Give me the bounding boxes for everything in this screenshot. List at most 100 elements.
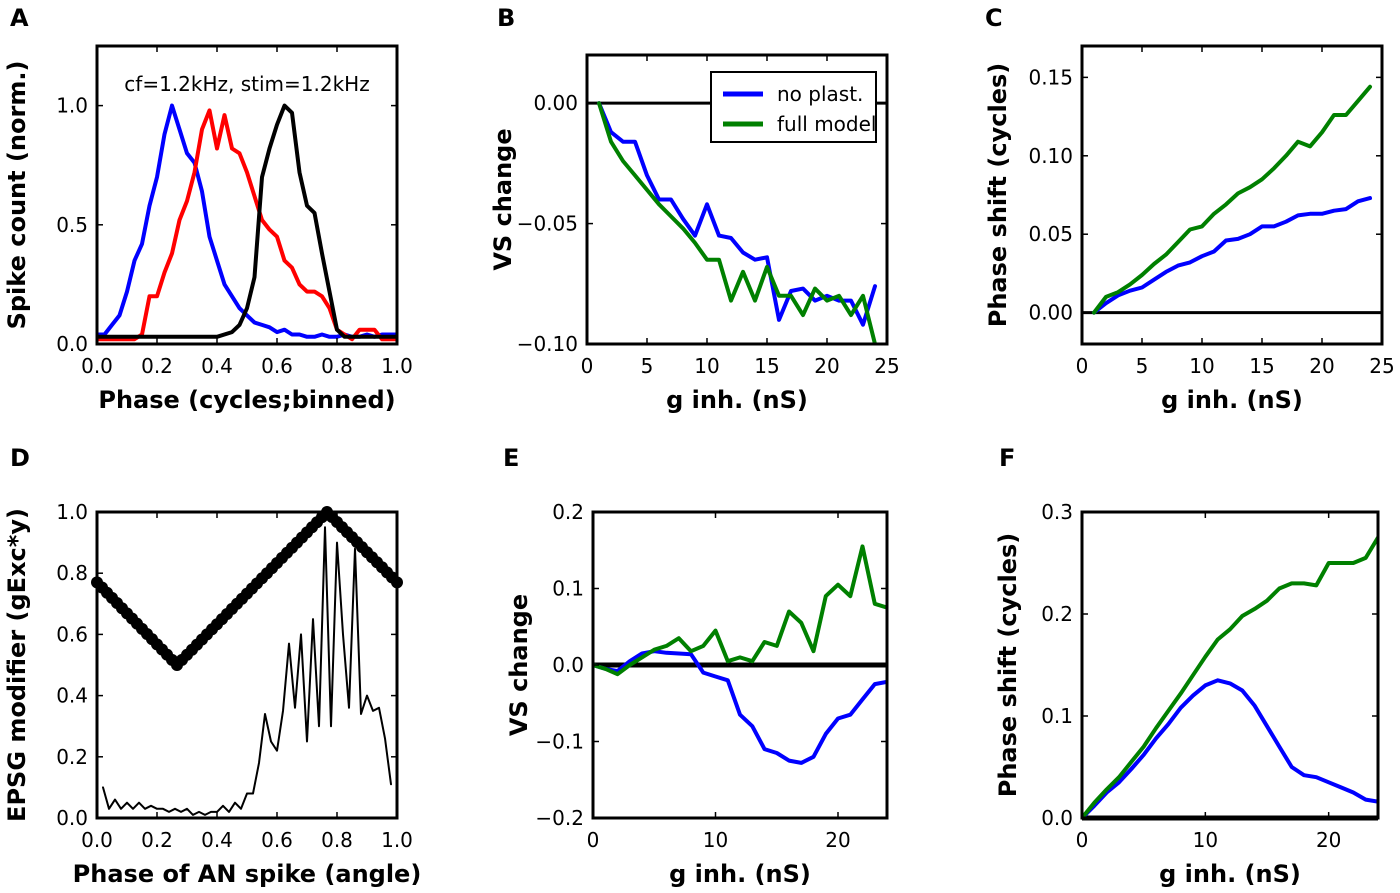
x-tick-label: 0.0 <box>81 828 113 852</box>
series-line-no-plast- <box>597 101 877 327</box>
y-tick-label: 0.1 <box>552 577 584 601</box>
x-tick-label: 5 <box>1136 354 1149 378</box>
y-tick-label: −0.05 <box>517 212 578 236</box>
y-tick-label: 0.4 <box>56 684 88 708</box>
series-line-no-plast- <box>593 649 887 765</box>
y-axis-label: VS change <box>489 128 517 270</box>
y-tick-label: 0.5 <box>56 213 88 237</box>
x-axis-label: Phase (cycles;binned) <box>98 386 395 414</box>
y-tick-label: 0.00 <box>1028 301 1073 325</box>
y-axis-label: EPSG modifier (gExc*y) <box>3 508 31 822</box>
series-line-spike-histogram <box>102 526 392 816</box>
x-tick-label: 10 <box>694 354 719 378</box>
x-axis-label: Phase of AN spike (angle) <box>73 860 422 888</box>
y-tick-label: 0.05 <box>1028 222 1073 246</box>
panel-label: A <box>10 4 29 32</box>
x-axis-label: g inh. (nS) <box>666 386 808 414</box>
y-tick-label: 0.0 <box>56 806 88 830</box>
plot-area <box>97 103 397 342</box>
y-axis-label: VS change <box>505 594 533 736</box>
x-tick-label: 20 <box>1316 828 1341 852</box>
panel-b: B 0 5 10 15 20 25 −0.10 −0.05 0.00 g inh. (nS) VS c… <box>489 4 900 414</box>
plot-area <box>1092 84 1372 315</box>
legend: no plast. full model <box>710 71 877 143</box>
x-axis-label: g inh. (nS) <box>1161 386 1303 414</box>
plot-area <box>97 512 397 816</box>
y-tick-label: 0.2 <box>56 745 88 769</box>
y-axis-label: Phase shift (cycles) <box>984 63 1012 327</box>
y-tick-label: 0.8 <box>56 561 88 585</box>
x-tick-label: 0.2 <box>141 828 173 852</box>
y-tick-label: −0.2 <box>535 806 584 830</box>
x-tick-label: 1.0 <box>381 828 413 852</box>
legend-label: full model <box>777 112 876 136</box>
panel-c: C 0 5 10 15 20 25 0.00 0.05 0.10 0.15 g inh. (nS) Ph… <box>984 4 1395 414</box>
y-tick-label: 0.0 <box>56 332 88 356</box>
y-tick-label: 0.10 <box>1028 144 1073 168</box>
x-tick-label: 25 <box>1369 354 1394 378</box>
series-line-no-plast- <box>1092 196 1372 315</box>
legend-box <box>710 71 877 143</box>
x-tick-label: 0 <box>1076 354 1089 378</box>
y-tick-label: 0.1 <box>1041 704 1073 728</box>
axes-frame <box>1080 44 1384 346</box>
series-line-full-model <box>1082 535 1378 818</box>
y-tick-label: −0.10 <box>517 332 578 356</box>
x-tick-label: 20 <box>814 354 839 378</box>
y-axis-label: Phase shift (cycles) <box>994 533 1022 797</box>
axes-frame <box>95 510 399 820</box>
annotation: cf=1.2kHz, stim=1.2kHz <box>124 72 369 96</box>
x-tick-label: 0 <box>587 828 600 852</box>
axes-frame <box>585 53 889 346</box>
panel-d: D 0.0 0.2 0.4 0.6 0.8 1.0 0.0 0.2 0.4 0.6 0.8 1.0 Pha… <box>3 444 421 888</box>
plot-area <box>593 544 887 765</box>
x-axis-label: g inh. (nS) <box>1159 860 1301 888</box>
y-tick-label: 0.00 <box>533 91 578 115</box>
panel-a: A 0.0 0.2 0.4 0.6 0.8 1.0 0.0 0.5 1.0 Phase (cycle… <box>3 4 413 414</box>
x-tick-label: 0.0 <box>81 354 113 378</box>
y-tick-label: 1.0 <box>56 500 88 524</box>
x-tick-label: 0.2 <box>141 354 173 378</box>
x-tick-label: 5 <box>641 354 654 378</box>
x-tick-label: 0.4 <box>201 354 233 378</box>
x-tick-label: 0.8 <box>321 354 353 378</box>
plot-area <box>1082 535 1378 818</box>
panel-label: C <box>985 4 1003 32</box>
panel-label: D <box>10 444 30 472</box>
y-tick-label: 1.0 <box>56 94 88 118</box>
x-tick-label: 20 <box>1309 354 1334 378</box>
series-line-full-model <box>597 101 877 344</box>
x-tick-label: 0.4 <box>201 828 233 852</box>
axes-frame <box>95 44 399 346</box>
y-tick-label: 0.0 <box>552 653 584 677</box>
panel-label: B <box>497 4 515 32</box>
y-tick-label: 0.2 <box>1041 602 1073 626</box>
x-tick-label: 10 <box>1193 828 1218 852</box>
y-tick-label: −0.1 <box>535 730 584 754</box>
x-tick-label: 20 <box>825 828 850 852</box>
x-tick-label: 10 <box>703 828 728 852</box>
series-line-black <box>97 103 397 339</box>
x-tick-label: 0 <box>1076 828 1089 852</box>
x-tick-label: 15 <box>1249 354 1274 378</box>
y-tick-label: 0.0 <box>1041 806 1073 830</box>
series-line-no-plast- <box>1082 678 1378 818</box>
x-tick-label: 10 <box>1189 354 1214 378</box>
series-line-full-model <box>1092 84 1372 315</box>
x-tick-label: 25 <box>874 354 899 378</box>
axes-frame <box>1080 510 1380 820</box>
series-line-full-model <box>593 544 887 677</box>
x-tick-label: 0 <box>581 354 594 378</box>
x-tick-label: 1.0 <box>381 354 413 378</box>
panel-e: E 0 10 20 −0.2 −0.1 0.0 0.1 0.2 g inh. (nS) VS cha… <box>503 444 889 888</box>
y-tick-label: 0.3 <box>1041 500 1073 524</box>
panel-label: F <box>999 444 1015 472</box>
x-tick-label: 0.6 <box>261 354 293 378</box>
x-tick-label: 0.8 <box>321 828 353 852</box>
plot-area <box>597 101 877 344</box>
x-tick-label: 15 <box>754 354 779 378</box>
x-tick-label: 0.6 <box>261 828 293 852</box>
legend-label: no plast. <box>777 82 863 106</box>
y-axis-label: Spike count (norm.) <box>3 61 31 330</box>
